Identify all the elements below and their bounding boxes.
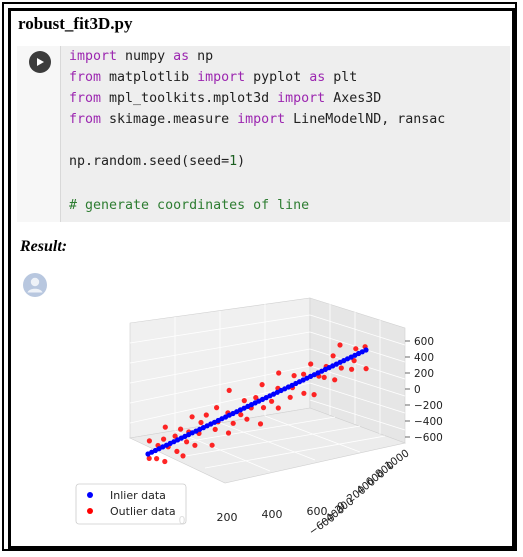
- z-tick-label: −400: [414, 416, 443, 428]
- outlier-points: [146, 342, 369, 465]
- floor-pane: [129, 407, 407, 484]
- outlier-point: [353, 346, 359, 352]
- outlier-point: [146, 455, 152, 461]
- outlier-point: [311, 392, 317, 398]
- legend-outlier-marker: [87, 508, 93, 514]
- z-tick-label: −600: [414, 432, 443, 444]
- result-label: Result:: [20, 238, 68, 255]
- legend-inlier-label: Inlier data: [110, 489, 166, 502]
- outlier-point: [184, 439, 190, 445]
- gridlines: [129, 304, 406, 472]
- z-tick-label: 600: [414, 336, 434, 348]
- outlier-point: [253, 395, 259, 401]
- code-line: import numpy as np: [69, 49, 214, 64]
- code-cell[interactable]: import numpy as np from matplotlib impor…: [17, 46, 510, 222]
- outlier-point: [180, 453, 186, 459]
- code-line: from mpl_toolkits.mplot3d import Axes3D: [69, 91, 382, 106]
- outlier-point: [241, 398, 247, 404]
- outlier-point: [337, 342, 343, 348]
- play-icon: [37, 58, 44, 66]
- outlier-point: [212, 426, 218, 432]
- outlier-point: [244, 416, 250, 422]
- cell-gutter: [17, 46, 58, 222]
- inlier-point: [363, 347, 369, 353]
- outlier-point: [260, 405, 267, 411]
- outlier-point: [330, 353, 336, 359]
- x-tick-label: 200: [217, 511, 238, 524]
- outer-border: [2, 2, 517, 551]
- legend: Inlier data Outlier data: [75, 483, 187, 525]
- code-line: from skimage.measure import LineModelND,…: [69, 112, 446, 127]
- outlier-point: [238, 412, 244, 418]
- code-line: from matplotlib import pyplot as plt: [69, 70, 358, 85]
- outlier-point: [259, 382, 265, 388]
- outlier-point: [225, 430, 232, 436]
- outlier-point: [178, 426, 184, 432]
- outlier-point: [189, 414, 195, 420]
- z-tick-label: 0: [414, 384, 421, 396]
- code-editor[interactable]: import numpy as np from matplotlib impor…: [60, 46, 510, 222]
- outlier-point: [301, 390, 307, 396]
- outlier-point: [301, 371, 307, 377]
- outlier-point: [198, 419, 204, 426]
- run-button[interactable]: [29, 51, 51, 73]
- outlier-point: [209, 442, 215, 448]
- avatar-icon: [23, 273, 47, 297]
- z-axis-ticks: 600 400 200 0 −200 −400 −600: [405, 336, 443, 444]
- z-tick-label: 400: [414, 352, 434, 364]
- legend-outlier-label: Outlier data: [110, 505, 176, 518]
- outlier-point: [276, 370, 282, 376]
- outlier-point: [363, 366, 369, 372]
- outlier-point: [269, 398, 275, 404]
- outlier-point: [349, 366, 355, 372]
- outlier-point: [226, 387, 232, 393]
- inner-border: [8, 8, 515, 549]
- z-tick-label: −200: [414, 400, 443, 412]
- x-tick-label: 400: [262, 508, 283, 521]
- outlier-point: [146, 438, 152, 444]
- x-tick-label: 600: [307, 505, 328, 518]
- outlier-point: [214, 405, 220, 411]
- outlier-point: [203, 412, 209, 418]
- outlier-point: [192, 442, 198, 448]
- legend-box: [75, 483, 187, 525]
- outlier-point: [351, 358, 357, 364]
- outlier-point: [257, 421, 264, 427]
- code-line: np.random.seed(seed=1): [69, 154, 246, 169]
- code-line: # generate coordinates of line: [69, 198, 310, 213]
- outlier-point: [161, 436, 167, 442]
- outlier-point: [154, 456, 160, 462]
- outlier-point: [230, 420, 236, 426]
- outlier-point: [174, 448, 180, 454]
- file-title: robust_fit3D.py: [18, 14, 133, 33]
- outlier-point: [332, 377, 338, 383]
- outlier-point: [172, 433, 178, 439]
- outlier-point: [308, 361, 314, 367]
- outlier-point: [338, 365, 344, 371]
- outlier-point: [275, 405, 281, 411]
- inlier-points: [145, 347, 369, 457]
- outlier-point: [287, 394, 293, 400]
- z-tick-label: 200: [414, 368, 434, 380]
- legend-inlier-marker: [87, 492, 93, 498]
- outlier-point: [162, 424, 168, 430]
- outlier-point: [291, 373, 297, 379]
- outlier-point: [162, 458, 168, 465]
- outlier-point: [321, 374, 327, 380]
